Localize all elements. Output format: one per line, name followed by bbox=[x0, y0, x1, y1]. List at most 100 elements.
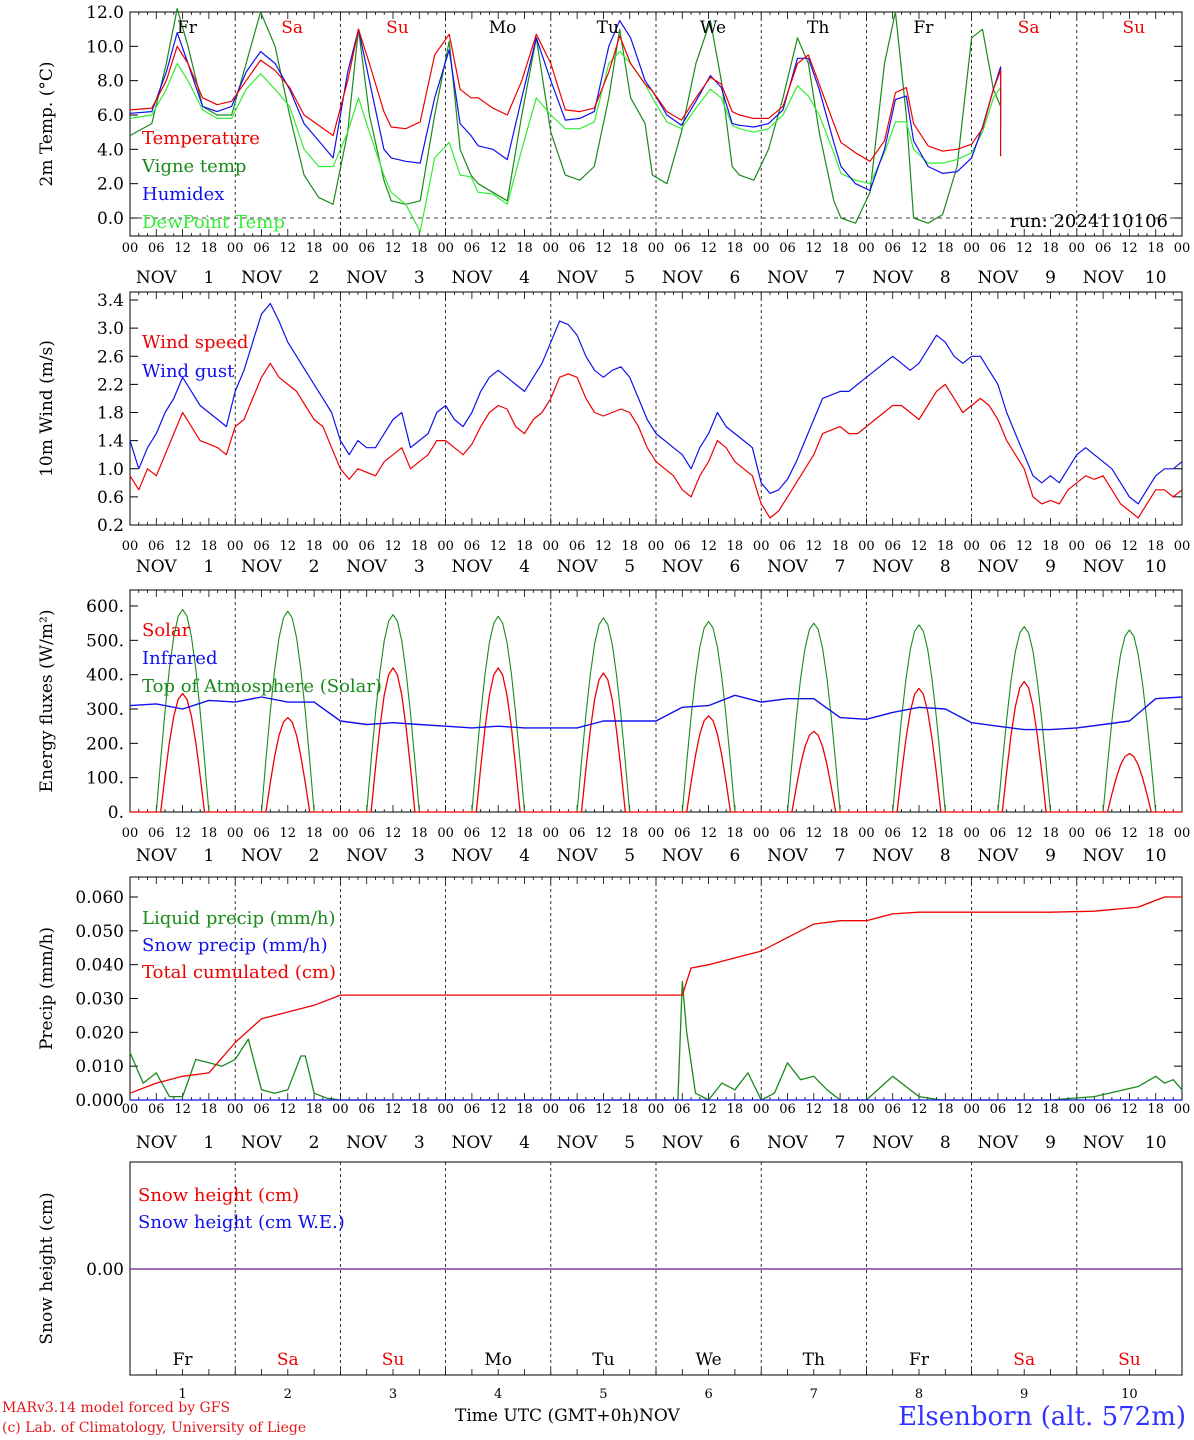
x-tick-label: 00 bbox=[858, 826, 875, 841]
date-month-label: NOV bbox=[662, 846, 704, 866]
x-tick-label: 00 bbox=[1174, 539, 1191, 554]
x-tick-label: 06 bbox=[358, 241, 375, 256]
x-tick-label: 06 bbox=[779, 1102, 796, 1117]
date-day-label: 2 bbox=[309, 1133, 320, 1153]
x-tick-label: 18 bbox=[727, 539, 744, 554]
y-tick-label: 0.010 bbox=[75, 1057, 124, 1077]
x-tick-label: 12 bbox=[385, 539, 402, 554]
date-month-label: NOV bbox=[452, 1133, 494, 1153]
day-label-top: Th bbox=[807, 18, 829, 38]
x-tick-label: 18 bbox=[1147, 826, 1164, 841]
date-day-label: 9 bbox=[1045, 268, 1056, 288]
x-tick-label: 06 bbox=[464, 1102, 481, 1117]
x-tick-label: 18 bbox=[516, 539, 533, 554]
x-tick-label: 06 bbox=[148, 1102, 165, 1117]
y-tick-label: 8.0 bbox=[97, 72, 124, 92]
x-tick-label: 12 bbox=[595, 241, 612, 256]
day-label-top: Sa bbox=[281, 18, 303, 38]
day-number-label: 8 bbox=[915, 1387, 923, 1402]
x-tick-label: 18 bbox=[1042, 241, 1059, 256]
x-tick-label: 00 bbox=[543, 826, 560, 841]
x-tick-label: 00 bbox=[753, 826, 770, 841]
x-tick-label: 18 bbox=[832, 1102, 849, 1117]
x-tick-label: 06 bbox=[674, 1102, 691, 1117]
x-tick-label: 06 bbox=[148, 241, 165, 256]
x-tick-label: 00 bbox=[332, 826, 349, 841]
date-month-label: NOV bbox=[978, 1133, 1020, 1153]
y-tick-label: 0. bbox=[108, 803, 124, 823]
date-day-label: 5 bbox=[624, 557, 635, 577]
date-day-label: 8 bbox=[940, 557, 951, 577]
date-month-label: NOV bbox=[662, 268, 704, 288]
x-tick-label: 18 bbox=[411, 1102, 428, 1117]
run-label: run: 2024110106 bbox=[1010, 211, 1168, 232]
x-tick-label: 12 bbox=[911, 539, 928, 554]
x-tick-label: 00 bbox=[1174, 1102, 1191, 1117]
x-tick-label: 12 bbox=[911, 826, 928, 841]
date-month-label: NOV bbox=[662, 557, 704, 577]
date-day-label: 3 bbox=[414, 1133, 425, 1153]
x-tick-label: 00 bbox=[648, 1102, 665, 1117]
day-label-bottom: Th bbox=[803, 1350, 825, 1370]
y-tick-label: 0.020 bbox=[75, 1023, 124, 1043]
legend-infrared: Infrared bbox=[142, 648, 217, 669]
x-tick-label: 12 bbox=[490, 539, 507, 554]
x-tick-label: 06 bbox=[1095, 826, 1112, 841]
date-month-label: NOV bbox=[346, 846, 388, 866]
legend-wind-speed: Wind speed bbox=[142, 332, 248, 353]
date-month-label: NOV bbox=[241, 557, 283, 577]
date-month-label: NOV bbox=[452, 846, 494, 866]
date-day-label: 4 bbox=[519, 268, 530, 288]
x-tick-label: 06 bbox=[1095, 241, 1112, 256]
lab-credit: (c) Lab. of Climatology, University of L… bbox=[2, 1420, 307, 1436]
legend-snow-height-cm-: Snow height (cm) bbox=[138, 1185, 299, 1206]
series-line-dewpoint-temp bbox=[129, 50, 1002, 233]
series-line-wind-gust bbox=[129, 302, 1183, 505]
date-day-label: 1 bbox=[203, 1133, 214, 1153]
x-tick-label: 18 bbox=[1147, 539, 1164, 554]
day-label-top: Fr bbox=[177, 18, 198, 38]
series-line-solar bbox=[130, 667, 1182, 813]
date-month-label: NOV bbox=[767, 268, 809, 288]
x-tick-label: 12 bbox=[280, 826, 297, 841]
x-tick-label: 00 bbox=[648, 539, 665, 554]
date-day-label: 9 bbox=[1045, 557, 1056, 577]
day-label-bottom: Fr bbox=[909, 1350, 930, 1370]
series-line-vigne-temp bbox=[129, 8, 1002, 224]
x-tick-label: 18 bbox=[1147, 241, 1164, 256]
date-day-label: 8 bbox=[940, 268, 951, 288]
date-day-label: 1 bbox=[203, 268, 214, 288]
date-month-label: NOV bbox=[978, 268, 1020, 288]
x-tick-label: 12 bbox=[280, 1102, 297, 1117]
x-tick-label: 12 bbox=[806, 1102, 823, 1117]
x-tick-label: 12 bbox=[1121, 1102, 1138, 1117]
day-label-top: Mo bbox=[489, 18, 517, 38]
x-tick-label: 12 bbox=[385, 241, 402, 256]
day-number-label: 4 bbox=[494, 1387, 502, 1402]
y-tick-label: 0.2 bbox=[97, 516, 124, 536]
y-tick-label: 0.060 bbox=[75, 888, 124, 908]
date-day-label: 3 bbox=[414, 846, 425, 866]
legend-solar: Solar bbox=[142, 620, 191, 641]
x-tick-label: 12 bbox=[490, 241, 507, 256]
x-tick-label: 06 bbox=[569, 539, 586, 554]
x-tick-label: 06 bbox=[1095, 539, 1112, 554]
y-axis-label: 2m Temp. (°C) bbox=[37, 61, 57, 186]
y-tick-label: 6.0 bbox=[97, 106, 124, 126]
date-day-label: 10 bbox=[1145, 557, 1167, 577]
y-tick-label: 200. bbox=[86, 734, 124, 754]
series-line-infrared bbox=[129, 694, 1183, 731]
x-tick-label: 00 bbox=[858, 539, 875, 554]
x-tick-label: 12 bbox=[385, 826, 402, 841]
date-day-label: 4 bbox=[519, 846, 530, 866]
station-label: Elsenborn (alt. 572m) bbox=[898, 1402, 1186, 1432]
y-tick-label: 4.0 bbox=[97, 140, 124, 160]
date-month-label: NOV bbox=[346, 268, 388, 288]
y-tick-label: 12.0 bbox=[86, 3, 124, 23]
x-tick-label: 18 bbox=[306, 1102, 323, 1117]
date-month-label: NOV bbox=[241, 268, 283, 288]
x-tick-label: 00 bbox=[227, 539, 244, 554]
legend-humidex: Humidex bbox=[142, 184, 224, 205]
x-tick-label: 06 bbox=[990, 826, 1007, 841]
x-tick-label: 18 bbox=[1042, 826, 1059, 841]
